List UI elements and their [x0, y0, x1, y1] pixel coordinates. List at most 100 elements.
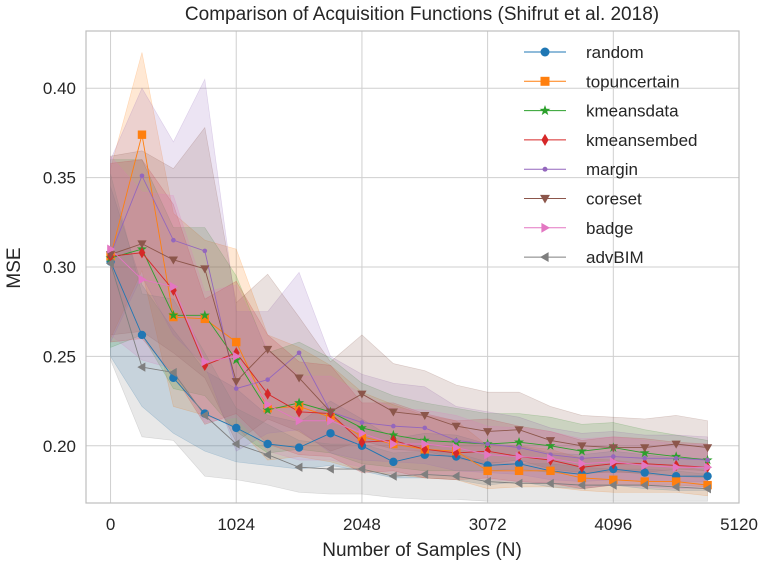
point-advBIM	[482, 476, 491, 487]
point-margin	[453, 438, 459, 443]
x-tick-label: 0	[106, 515, 115, 534]
point-topuncertain	[609, 475, 618, 484]
point-topuncertain	[577, 473, 587, 483]
point-advBIM	[200, 410, 209, 421]
point-badge	[452, 442, 461, 453]
x-tick-label: 1024	[217, 515, 255, 534]
point-coreset	[168, 256, 179, 265]
point-kmeansembed	[295, 406, 303, 418]
point-kmeansembed	[138, 247, 146, 259]
point-kmeansdata	[199, 310, 210, 320]
point-badge	[327, 416, 336, 426]
point-advBIM	[514, 478, 523, 488]
point-margin	[202, 248, 208, 254]
point-coreset	[608, 444, 618, 453]
line-kmeansdata	[110, 248, 708, 461]
point-advBIM	[702, 484, 711, 494]
point-coreset	[702, 444, 713, 453]
point-topuncertain	[200, 314, 210, 324]
point-advBIM	[640, 480, 649, 490]
point-advBIM	[263, 450, 272, 460]
point-badge	[547, 453, 556, 463]
point-kmeansembed	[232, 347, 240, 359]
legend-label-coreset: coreset	[586, 190, 642, 209]
point-advBIM	[388, 471, 397, 481]
point-kmeansembed	[264, 388, 272, 400]
x-tick-label: 3072	[469, 515, 507, 534]
point-margin	[673, 455, 679, 461]
point-margin	[391, 423, 396, 429]
point-badge	[672, 462, 681, 472]
point-kmeansdata	[231, 354, 242, 365]
point-topuncertain	[671, 477, 681, 486]
point-random	[232, 423, 241, 433]
point-random	[389, 457, 398, 467]
point-kmeansdata	[356, 422, 367, 433]
point-advBIM	[357, 464, 366, 474]
point-badge	[138, 274, 147, 285]
point-kmeansdata	[514, 436, 525, 447]
point-coreset	[294, 374, 304, 383]
line-badge	[110, 248, 708, 468]
point-margin	[265, 377, 270, 382]
point-margin	[296, 350, 302, 356]
point-random	[640, 468, 649, 477]
point-coreset	[388, 408, 398, 417]
line-kmeansembed	[110, 252, 708, 468]
point-kmeansdata	[545, 440, 556, 451]
y-tick-label: 0.30	[43, 258, 76, 277]
y-tick-label: 0.20	[43, 437, 76, 456]
grid-layer	[86, 31, 740, 503]
point-topuncertain	[137, 130, 147, 139]
point-random	[294, 443, 304, 452]
point-advBIM	[294, 462, 303, 472]
point-badge	[421, 439, 430, 449]
tick-labels: 0 1024 2048 3072 4096 5120 0.20 0.25 0.30 0.35 0.4…	[43, 79, 758, 534]
point-badge	[641, 460, 650, 471]
point-coreset	[640, 444, 650, 453]
point-kmeansembed	[170, 284, 177, 296]
point-coreset	[137, 240, 147, 249]
point-kmeansdata	[576, 445, 587, 456]
point-advBIM	[137, 362, 146, 372]
point-margin	[359, 420, 365, 425]
point-advBIM	[325, 464, 334, 474]
legend-marker-topuncertain	[540, 76, 550, 86]
legend-marker-kmeansembed	[541, 133, 549, 146]
point-coreset	[325, 408, 336, 417]
series-markers	[105, 130, 713, 494]
point-advBIM	[451, 471, 460, 481]
point-coreset	[482, 428, 493, 437]
point-badge	[578, 459, 587, 469]
point-badge	[107, 244, 116, 254]
point-margin	[642, 455, 648, 461]
point-coreset	[671, 440, 681, 449]
legend: random topuncertain kmeansdata kmeansembed m…	[524, 43, 698, 267]
point-badge	[232, 351, 241, 362]
point-badge	[484, 450, 493, 460]
point-coreset	[263, 345, 273, 354]
point-kmeansdata	[168, 310, 179, 320]
point-advBIM	[608, 480, 617, 490]
legend-label-kmeansdata: kmeansdata	[586, 102, 679, 121]
point-coreset	[514, 426, 524, 435]
point-margin	[233, 386, 239, 391]
band-advBIM	[110, 173, 708, 502]
line-coreset	[110, 243, 708, 449]
point-random	[263, 439, 272, 449]
plot-frame	[85, 30, 740, 504]
point-advBIM	[168, 367, 177, 378]
series-lines	[110, 134, 708, 490]
point-advBIM	[231, 439, 240, 449]
point-kmeansdata	[639, 447, 650, 458]
point-advBIM	[105, 258, 114, 269]
point-advBIM	[671, 482, 680, 492]
point-badge	[389, 439, 398, 449]
point-coreset	[577, 442, 587, 451]
point-badge	[264, 400, 273, 410]
point-kmeansembed	[421, 443, 429, 456]
point-coreset	[231, 378, 241, 387]
point-advBIM	[545, 478, 554, 488]
point-margin	[579, 455, 585, 461]
legend-label-badge: badge	[586, 219, 633, 238]
